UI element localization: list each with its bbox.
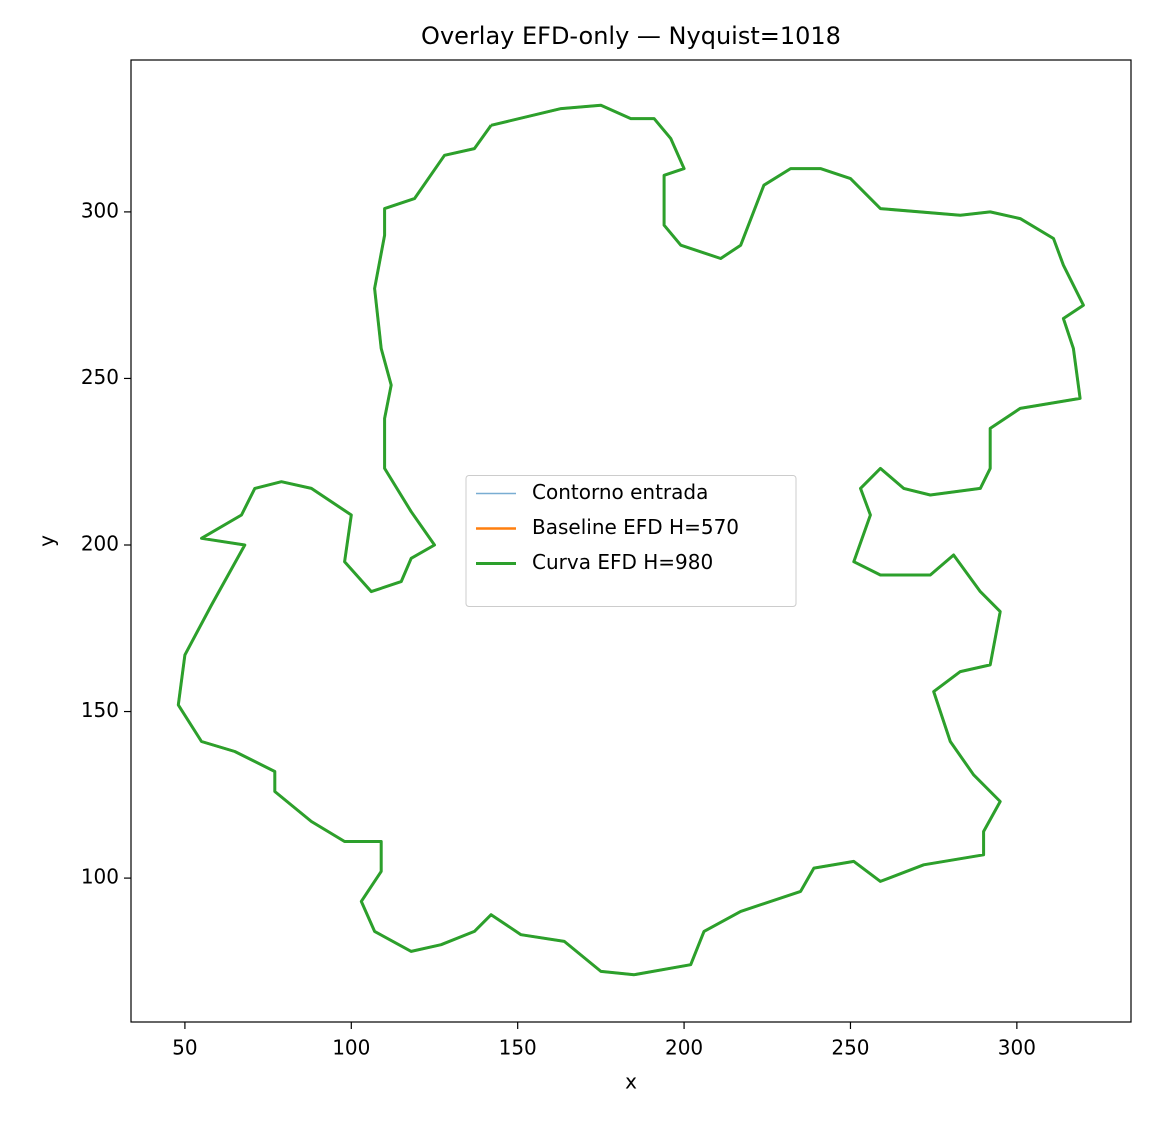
legend-label: Baseline EFD H=570 bbox=[532, 515, 739, 539]
x-tick-label: 250 bbox=[831, 1036, 869, 1060]
chart-title: Overlay EFD-only — Nyquist=1018 bbox=[421, 22, 841, 50]
x-tick-label: 150 bbox=[499, 1036, 537, 1060]
y-axis-label: y bbox=[35, 535, 59, 547]
x-tick-label: 100 bbox=[332, 1036, 370, 1060]
legend-box bbox=[465, 475, 797, 607]
legend: Contorno entrada Baseline EFD H=570 Curva … bbox=[465, 475, 797, 607]
y-tick-label: 250 bbox=[81, 365, 119, 389]
y-tick-label: 200 bbox=[81, 531, 119, 555]
legend-label: Contorno entrada bbox=[532, 480, 708, 504]
x-tick-label: 50 bbox=[172, 1036, 197, 1060]
series-line bbox=[176, 103, 1085, 977]
plot-frame bbox=[130, 59, 1132, 1023]
x-axis-label: x bbox=[625, 1070, 637, 1094]
y-tick-label: 300 bbox=[81, 198, 119, 222]
x-tick-label: 200 bbox=[665, 1036, 703, 1060]
y-tick-label: 150 bbox=[81, 698, 119, 722]
x-tick-label: 300 bbox=[998, 1036, 1036, 1060]
y-tick-label: 100 bbox=[81, 865, 119, 889]
legend-label: Curva EFD H=980 bbox=[532, 550, 713, 574]
